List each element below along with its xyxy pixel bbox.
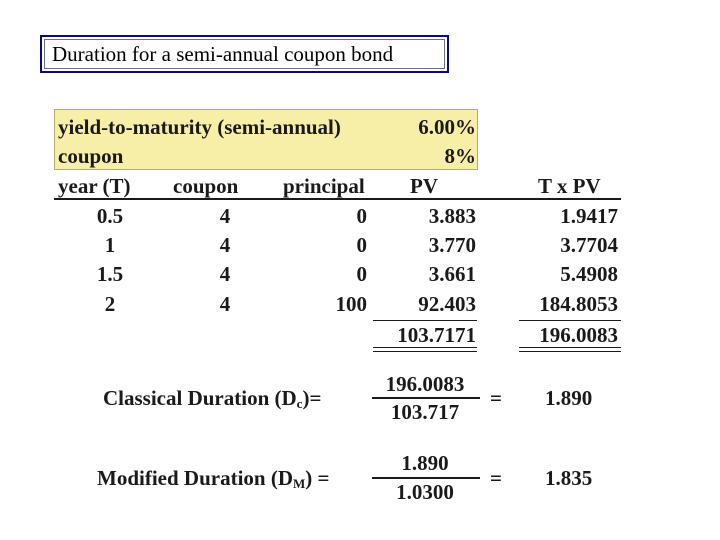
cell-txpv: 3.7704 bbox=[560, 233, 618, 257]
header-year: year (T) bbox=[58, 174, 131, 198]
txpv-double-rule bbox=[519, 347, 621, 352]
pv-double-rule bbox=[373, 347, 477, 352]
classical-fraction-bar bbox=[372, 397, 480, 399]
modified-numerator: 1.890 bbox=[401, 451, 449, 475]
cell-pv: 3.661 bbox=[428, 262, 476, 286]
classical-duration-label: Classical Duration (Dc)= bbox=[103, 386, 322, 411]
header-principal: principal bbox=[283, 174, 365, 198]
cell-year: 2 bbox=[104, 292, 116, 316]
header-coupon: coupon bbox=[173, 174, 239, 198]
cell-pv: 3.883 bbox=[428, 204, 476, 228]
slide-title: Duration for a semi-annual coupon bond bbox=[44, 39, 445, 69]
title-box: Duration for a semi-annual coupon bond bbox=[40, 35, 449, 73]
modified-denominator: 1.0300 bbox=[396, 480, 454, 504]
coupon-label: coupon bbox=[58, 144, 124, 168]
cell-principal: 0 bbox=[356, 262, 368, 286]
inputs-highlight bbox=[54, 109, 478, 170]
modified-fraction-bar bbox=[372, 477, 480, 479]
header-pv: PV bbox=[410, 174, 438, 198]
modified-equals: = bbox=[490, 466, 502, 490]
cell-year: 1.5 bbox=[96, 262, 124, 286]
classical-result: 1.890 bbox=[545, 386, 593, 410]
cell-coupon: 4 bbox=[219, 292, 231, 316]
cell-principal: 100 bbox=[335, 292, 368, 316]
pv-total: 103.7171 bbox=[397, 323, 476, 347]
classical-denominator: 103.717 bbox=[390, 400, 460, 424]
ytm-value: 6.00% bbox=[418, 115, 476, 139]
cell-txpv: 5.4908 bbox=[560, 262, 618, 286]
header-txpv: T x PV bbox=[538, 174, 601, 198]
txpv-total: 196.0083 bbox=[539, 323, 618, 347]
cell-coupon: 4 bbox=[219, 204, 231, 228]
cell-principal: 0 bbox=[356, 204, 368, 228]
modified-duration-label: Modified Duration (DM) = bbox=[97, 466, 330, 491]
cell-txpv: 1.9417 bbox=[560, 204, 618, 228]
txpv-total-rule bbox=[519, 320, 621, 321]
cell-txpv: 184.8053 bbox=[539, 292, 618, 316]
cell-coupon: 4 bbox=[219, 233, 231, 257]
classical-equals: = bbox=[490, 386, 502, 410]
pv-total-rule bbox=[373, 320, 477, 321]
cell-year: 0.5 bbox=[96, 204, 124, 228]
modified-result: 1.835 bbox=[545, 466, 593, 490]
header-rule bbox=[54, 198, 621, 200]
cell-year: 1 bbox=[104, 233, 116, 257]
classical-numerator: 196.0083 bbox=[385, 372, 465, 396]
ytm-label: yield-to-maturity (semi-annual) bbox=[58, 115, 341, 139]
cell-pv: 3.770 bbox=[428, 233, 476, 257]
cell-pv: 92.403 bbox=[418, 292, 476, 316]
coupon-value: 8% bbox=[444, 144, 477, 168]
cell-coupon: 4 bbox=[219, 262, 231, 286]
cell-principal: 0 bbox=[356, 233, 368, 257]
